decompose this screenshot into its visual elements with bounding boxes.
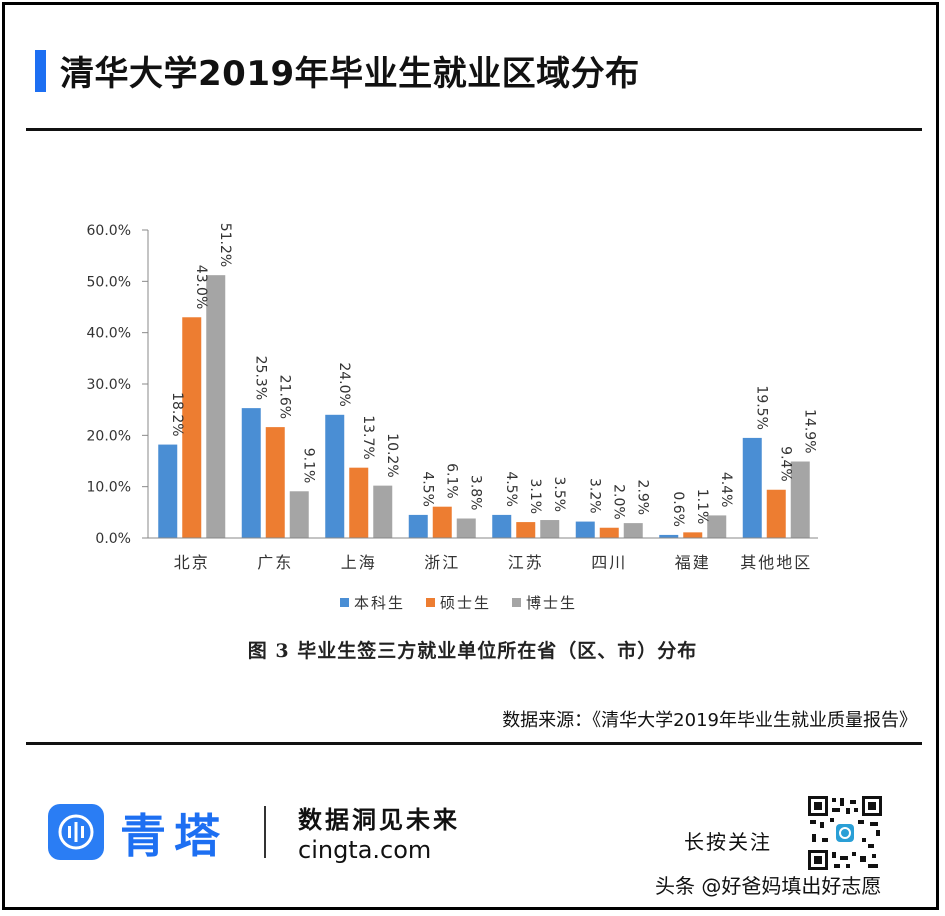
legend-label: 硕士生 [440, 594, 491, 612]
data-label: 21.6% [276, 375, 292, 419]
data-label: 25.3% [252, 356, 268, 400]
data-label: 2.9% [634, 480, 650, 516]
chart: 0.0% 10.0% 20.0% 30.0% 40.0% 50.0% 60.0% 18.2%… [87, 223, 818, 612]
legend-swatch [340, 598, 349, 607]
data-label: 10.2% [384, 433, 400, 477]
y-tick-label: 20.0% [87, 428, 131, 444]
x-tick-label: 上海 [341, 553, 377, 572]
data-label: 3.8% [467, 475, 483, 511]
data-labels: 18.2% 43.0% 51.2% 25.3% 21.6% 9.1% 24.0% 13.7% 1… [169, 223, 818, 527]
bar [349, 467, 369, 538]
data-label: 3.2% [586, 478, 602, 514]
legend: 本科生 硕士生 博士生 [340, 594, 577, 612]
y-tick-label: 0.0% [95, 531, 131, 547]
data-label: 9.1% [300, 448, 316, 484]
figure-caption: 图 3 毕业生签三方就业单位所在省（区、市）分布 [247, 640, 698, 662]
data-label: 19.5% [753, 385, 769, 429]
data-label: 51.2% [217, 223, 233, 267]
y-axis: 0.0% 10.0% 20.0% 30.0% 40.0% 50.0% 60.0% [87, 223, 149, 547]
page-title: 清华大学2019年毕业生就业区域分布 [60, 54, 640, 94]
data-label: 43.0% [193, 265, 209, 309]
footer-slogan: 数据洞见未来 [298, 806, 460, 834]
bar [492, 514, 512, 538]
bar [742, 437, 762, 538]
data-label: 2.0% [610, 484, 626, 520]
bar [623, 523, 643, 538]
x-tick-label: 福建 [675, 553, 711, 572]
data-label: 24.0% [336, 362, 352, 406]
cingta-logo-icon [48, 804, 104, 860]
legend-swatch [512, 598, 521, 607]
title-divider [26, 128, 922, 131]
data-label: 9.4% [777, 446, 793, 482]
qr-code-icon[interactable] [806, 794, 884, 872]
follow-label: 长按关注 [684, 830, 772, 854]
data-label: 6.1% [443, 463, 459, 499]
x-tick-label: 浙江 [424, 553, 460, 572]
bar [456, 518, 476, 538]
title-accent-bar [35, 50, 46, 92]
bar [373, 485, 393, 538]
legend-swatch [426, 598, 435, 607]
data-label: 18.2% [169, 392, 185, 436]
bar [599, 527, 619, 538]
data-label: 4.5% [503, 471, 519, 507]
y-tick-label: 60.0% [87, 223, 131, 239]
bar [265, 427, 285, 538]
x-tick-label: 其他地区 [740, 553, 812, 572]
legend-label: 本科生 [354, 594, 405, 612]
data-label: 14.9% [801, 409, 817, 453]
footer-site-link[interactable]: cingta.com [298, 836, 432, 864]
bar [659, 534, 679, 538]
bar [289, 491, 309, 538]
x-tick-label: 四川 [591, 553, 627, 572]
source-divider [26, 742, 922, 745]
y-tick-label: 10.0% [87, 480, 131, 496]
bar [766, 489, 786, 538]
bar [683, 532, 703, 538]
bar [432, 506, 452, 538]
data-label: 4.4% [718, 472, 734, 508]
bar [516, 522, 536, 538]
x-tick-label: 江苏 [508, 553, 544, 572]
footer-brand: 青塔 [120, 809, 228, 863]
bar [158, 444, 178, 538]
data-label: 4.5% [419, 471, 435, 507]
data-label: 13.7% [360, 415, 376, 459]
bar [206, 275, 226, 538]
bar [790, 461, 810, 538]
bar [540, 520, 560, 538]
y-tick-label: 50.0% [87, 274, 131, 290]
y-tick-label: 30.0% [87, 377, 131, 393]
bars [158, 275, 810, 538]
y-tick-label: 40.0% [87, 326, 131, 342]
bar [575, 521, 595, 538]
data-label: 0.6% [670, 491, 686, 527]
footer-divider [264, 806, 266, 858]
x-axis: 北京 广东 上海 浙江 江苏 四川 福建 其他地区 [148, 537, 818, 572]
data-source: 数据来源：《清华大学2019年毕业生就业质量报告》 [502, 710, 917, 731]
watermark-text: 头条 @好爸妈填出好志愿 [655, 874, 882, 898]
bar [182, 317, 202, 538]
bar [408, 514, 428, 538]
data-label: 3.5% [551, 476, 567, 512]
bar [707, 515, 727, 538]
bar [325, 414, 345, 538]
legend-label: 博士生 [526, 594, 577, 612]
x-tick-label: 广东 [257, 553, 293, 572]
x-tick-label: 北京 [174, 553, 210, 572]
data-label: 3.1% [527, 479, 543, 515]
bar [241, 408, 261, 538]
data-label: 1.1% [694, 489, 710, 525]
